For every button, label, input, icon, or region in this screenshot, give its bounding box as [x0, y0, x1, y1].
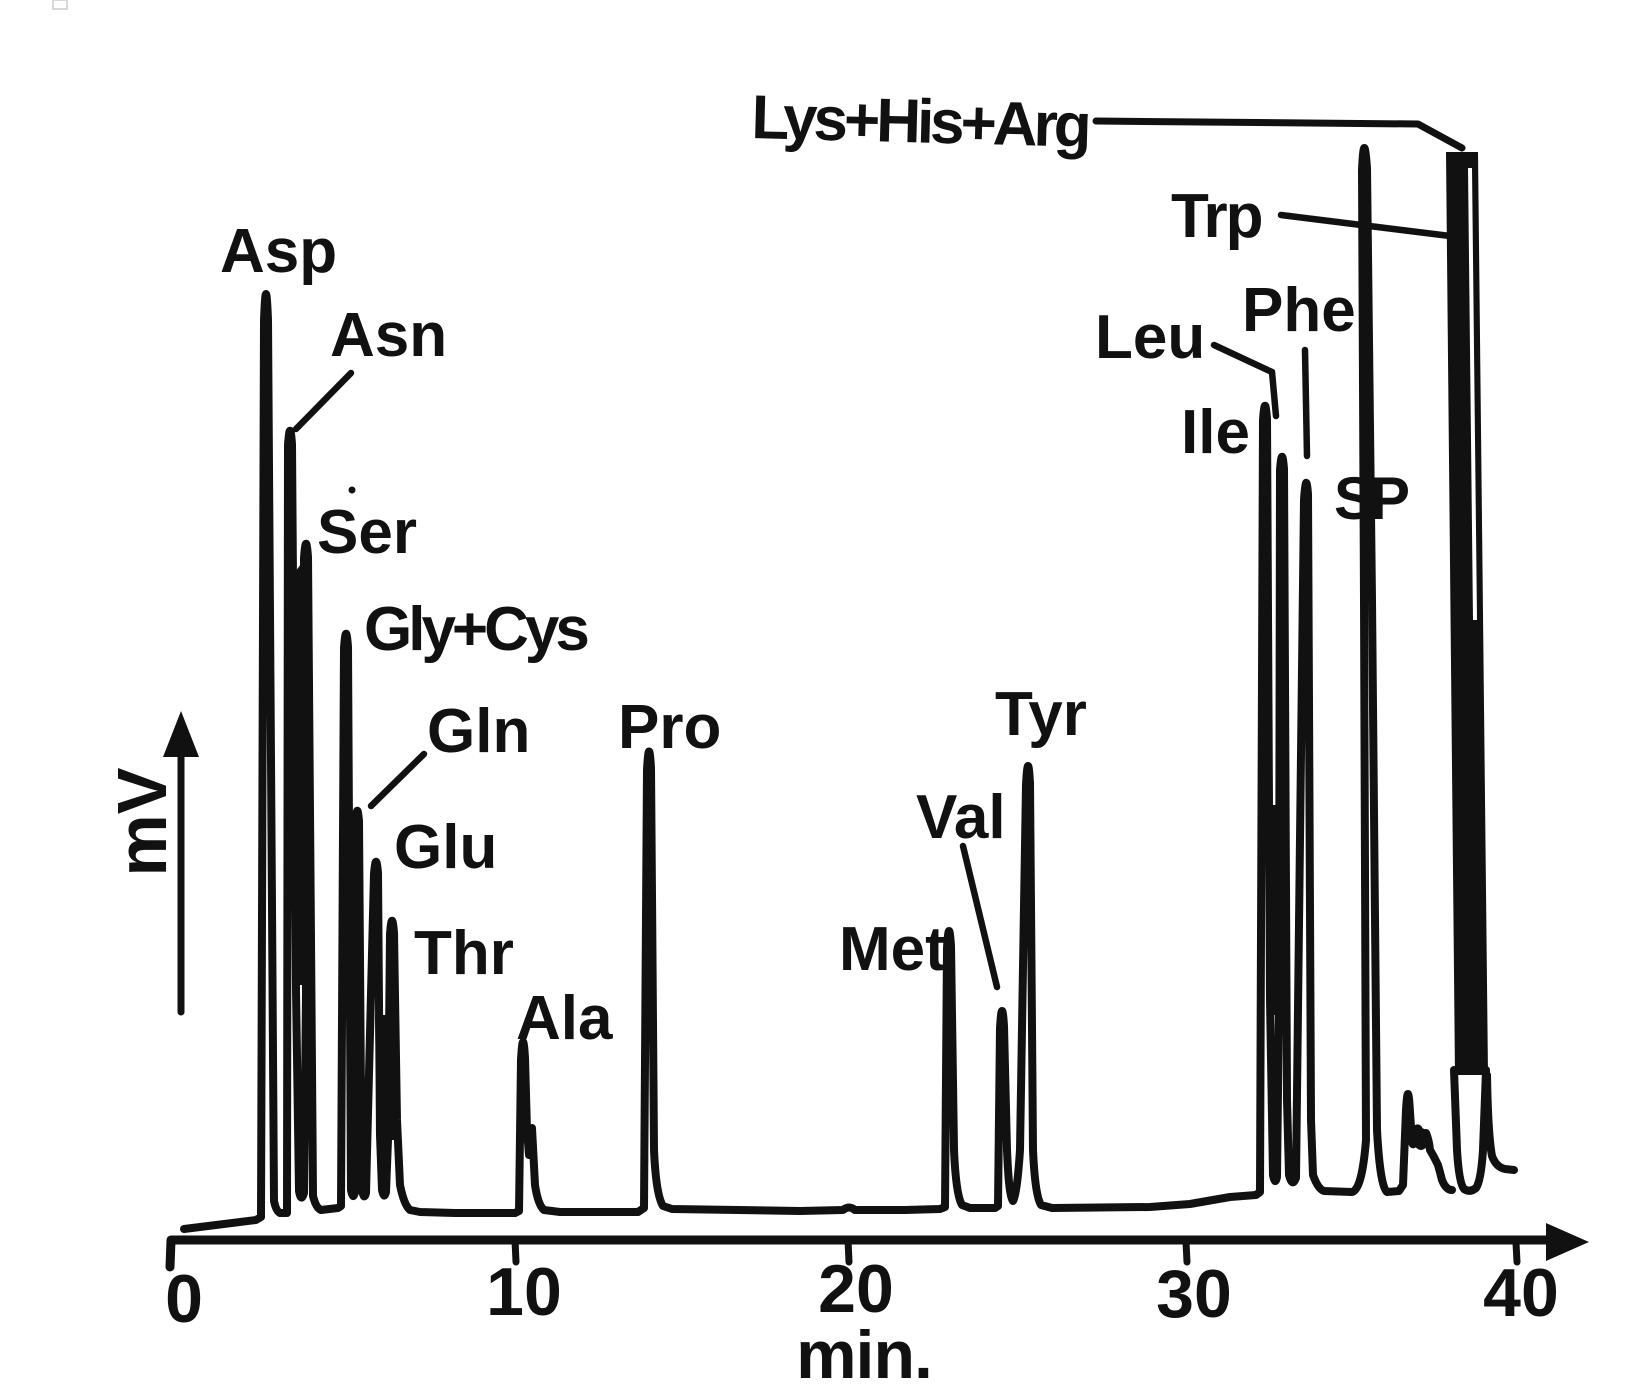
svg-text:Gly+Cys: Gly+Cys [364, 595, 587, 664]
svg-text:Ala: Ala [516, 984, 613, 1053]
svg-text:Val: Val [916, 783, 1006, 852]
svg-text:min.: min. [796, 1317, 932, 1393]
svg-text:Trp: Trp [1171, 182, 1262, 251]
svg-text:Glu: Glu [394, 813, 497, 882]
svg-text:30: 30 [1156, 1256, 1232, 1332]
svg-text:Ser: Ser [317, 498, 417, 567]
svg-text:20: 20 [818, 1251, 894, 1327]
svg-text:Met: Met [839, 915, 946, 984]
svg-text:Asn: Asn [330, 301, 447, 370]
svg-text:mV: mV [103, 767, 181, 876]
svg-text:Thr: Thr [414, 919, 514, 988]
svg-text:Asp: Asp [220, 217, 337, 286]
svg-text:Pro: Pro [618, 693, 721, 762]
svg-text:40: 40 [1483, 1255, 1559, 1331]
svg-text:Tyr: Tyr [995, 680, 1087, 749]
svg-text:0: 0 [165, 1261, 203, 1337]
svg-text:Leu: Leu [1095, 303, 1205, 372]
svg-text:Phe: Phe [1242, 276, 1356, 345]
svg-text:SP: SP [1334, 465, 1408, 532]
svg-text:Lys+His+Arg: Lys+His+Arg [751, 83, 1089, 161]
svg-text:Ile: Ile [1181, 398, 1250, 467]
svg-text:Gln: Gln [427, 697, 530, 766]
svg-text:10: 10 [486, 1254, 562, 1330]
